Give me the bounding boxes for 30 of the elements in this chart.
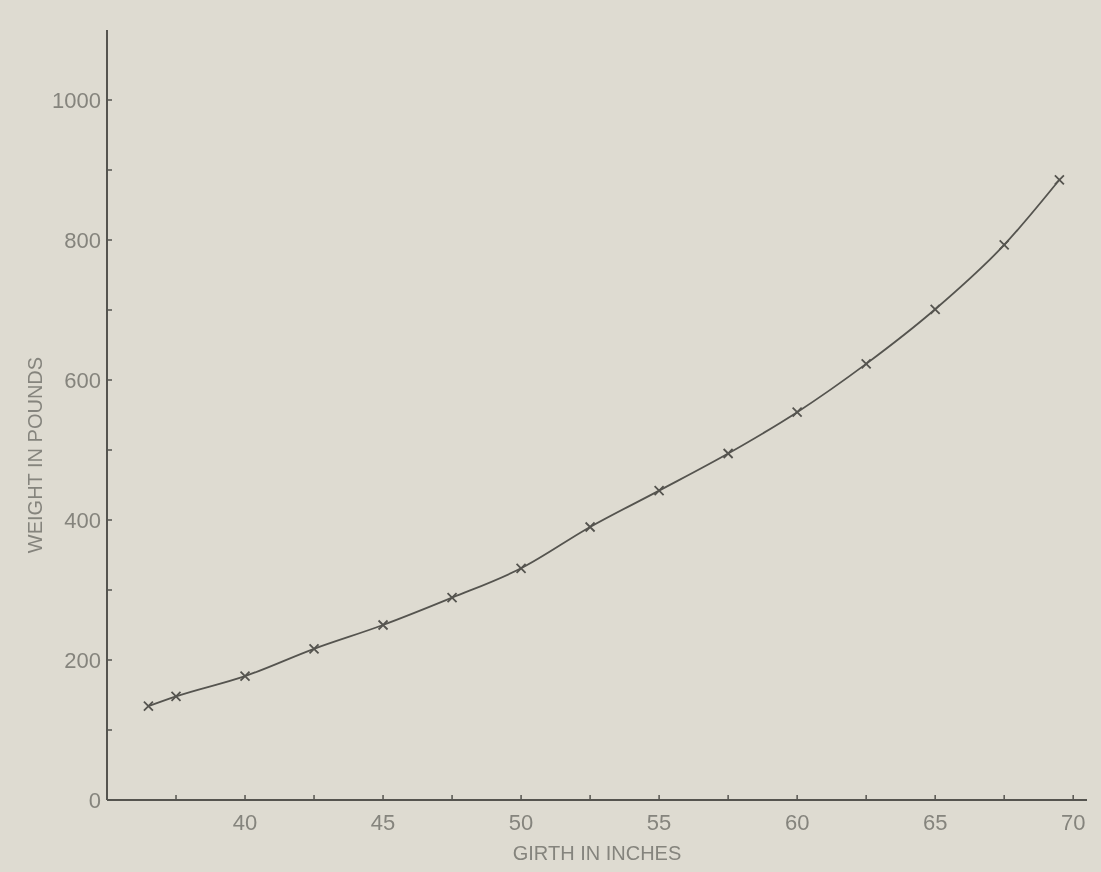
point — [791, 406, 803, 418]
x-tick-label: 55 — [646, 810, 672, 835]
x-tick-label: 65 — [922, 810, 948, 835]
y-tick-label: 400 — [64, 508, 101, 533]
y-tick-label: 1000 — [52, 88, 101, 113]
y-tick-label: 200 — [64, 648, 101, 673]
point — [308, 643, 320, 655]
point — [1053, 174, 1065, 186]
y-tick-label: 600 — [64, 368, 101, 393]
x-tick-label: 50 — [508, 810, 534, 835]
point — [722, 448, 734, 459]
y-tick-label: 0 — [88, 788, 101, 813]
point — [653, 485, 665, 496]
point — [143, 700, 154, 712]
y-axis-title: WEIGHT IN POUNDS — [24, 356, 46, 554]
y-tick-label: 800 — [64, 228, 101, 253]
x-tick-label: 70 — [1060, 810, 1086, 835]
x-tick-label: 60 — [784, 810, 810, 835]
point — [515, 562, 527, 574]
point — [584, 521, 596, 533]
x-tick-label: 40 — [232, 810, 258, 835]
point — [998, 239, 1010, 251]
point — [377, 619, 389, 631]
point — [929, 303, 941, 315]
point — [170, 691, 182, 702]
x-tick-label: 45 — [370, 810, 396, 835]
point — [860, 358, 872, 370]
point — [239, 670, 251, 682]
point — [446, 592, 458, 604]
x-axis-title: GIRTH IN INCHES — [512, 842, 682, 864]
